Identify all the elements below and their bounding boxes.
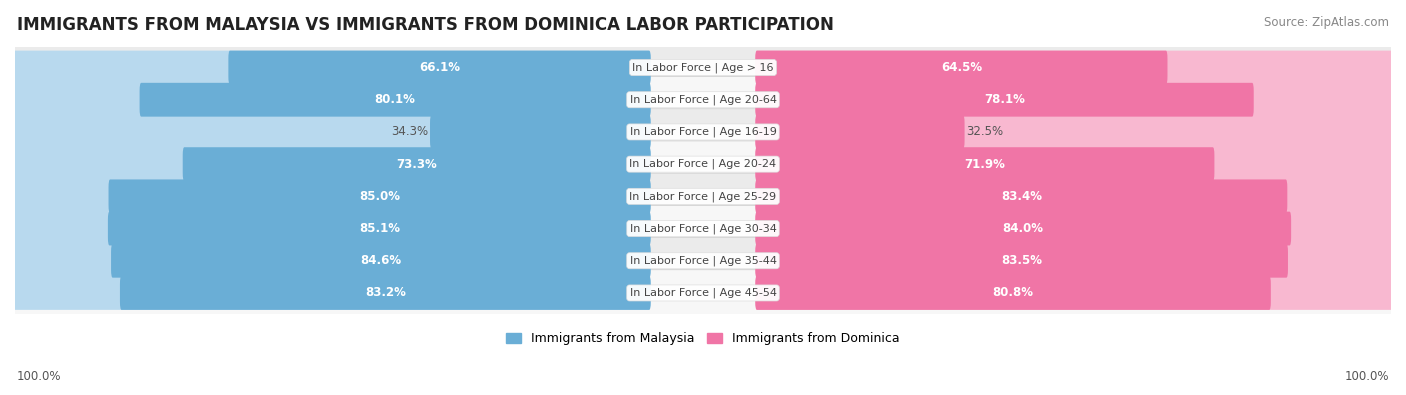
Text: 83.2%: 83.2%: [366, 286, 406, 299]
FancyBboxPatch shape: [14, 179, 651, 213]
Text: In Labor Force | Age 20-24: In Labor Force | Age 20-24: [630, 159, 776, 169]
FancyBboxPatch shape: [183, 147, 651, 181]
Text: 84.6%: 84.6%: [360, 254, 402, 267]
Text: 84.0%: 84.0%: [1002, 222, 1043, 235]
Text: 83.4%: 83.4%: [1001, 190, 1042, 203]
Text: In Labor Force | Age 45-54: In Labor Force | Age 45-54: [630, 288, 776, 298]
FancyBboxPatch shape: [13, 205, 1393, 252]
Text: 73.3%: 73.3%: [396, 158, 437, 171]
FancyBboxPatch shape: [755, 83, 1392, 117]
FancyBboxPatch shape: [755, 212, 1291, 245]
Text: 66.1%: 66.1%: [419, 61, 460, 74]
FancyBboxPatch shape: [755, 244, 1288, 278]
Text: 34.3%: 34.3%: [391, 126, 429, 138]
FancyBboxPatch shape: [139, 83, 651, 117]
FancyBboxPatch shape: [14, 115, 651, 149]
FancyBboxPatch shape: [13, 237, 1393, 284]
Text: IMMIGRANTS FROM MALAYSIA VS IMMIGRANTS FROM DOMINICA LABOR PARTICIPATION: IMMIGRANTS FROM MALAYSIA VS IMMIGRANTS F…: [17, 16, 834, 34]
FancyBboxPatch shape: [755, 212, 1392, 245]
Text: In Labor Force | Age 25-29: In Labor Force | Age 25-29: [630, 191, 776, 201]
FancyBboxPatch shape: [13, 44, 1393, 91]
FancyBboxPatch shape: [13, 109, 1393, 155]
FancyBboxPatch shape: [14, 51, 651, 85]
FancyBboxPatch shape: [430, 115, 651, 149]
FancyBboxPatch shape: [755, 276, 1392, 310]
Text: In Labor Force | Age 20-64: In Labor Force | Age 20-64: [630, 94, 776, 105]
FancyBboxPatch shape: [14, 212, 651, 245]
FancyBboxPatch shape: [755, 179, 1288, 213]
FancyBboxPatch shape: [755, 147, 1215, 181]
Text: In Labor Force | Age 30-34: In Labor Force | Age 30-34: [630, 223, 776, 234]
FancyBboxPatch shape: [108, 212, 651, 245]
Text: 100.0%: 100.0%: [17, 370, 62, 383]
FancyBboxPatch shape: [14, 276, 651, 310]
FancyBboxPatch shape: [755, 51, 1392, 85]
Text: 83.5%: 83.5%: [1001, 254, 1042, 267]
Text: In Labor Force | Age > 16: In Labor Force | Age > 16: [633, 62, 773, 73]
Text: 78.1%: 78.1%: [984, 93, 1025, 106]
FancyBboxPatch shape: [755, 244, 1392, 278]
FancyBboxPatch shape: [13, 141, 1393, 187]
FancyBboxPatch shape: [13, 173, 1393, 220]
Text: 85.1%: 85.1%: [359, 222, 399, 235]
Text: 64.5%: 64.5%: [941, 61, 981, 74]
FancyBboxPatch shape: [755, 179, 1392, 213]
FancyBboxPatch shape: [14, 83, 651, 117]
Text: 100.0%: 100.0%: [1344, 370, 1389, 383]
Text: Source: ZipAtlas.com: Source: ZipAtlas.com: [1264, 16, 1389, 29]
FancyBboxPatch shape: [755, 115, 965, 149]
FancyBboxPatch shape: [108, 179, 651, 213]
Text: 80.8%: 80.8%: [993, 286, 1033, 299]
Text: In Labor Force | Age 16-19: In Labor Force | Age 16-19: [630, 127, 776, 137]
FancyBboxPatch shape: [13, 77, 1393, 123]
FancyBboxPatch shape: [755, 83, 1254, 117]
FancyBboxPatch shape: [111, 244, 651, 278]
Text: 71.9%: 71.9%: [965, 158, 1005, 171]
Legend: Immigrants from Malaysia, Immigrants from Dominica: Immigrants from Malaysia, Immigrants fro…: [501, 327, 905, 350]
FancyBboxPatch shape: [120, 276, 651, 310]
Text: 80.1%: 80.1%: [375, 93, 416, 106]
FancyBboxPatch shape: [755, 51, 1167, 85]
FancyBboxPatch shape: [755, 147, 1392, 181]
Text: 32.5%: 32.5%: [966, 126, 1004, 138]
FancyBboxPatch shape: [755, 115, 1392, 149]
Text: 85.0%: 85.0%: [359, 190, 401, 203]
FancyBboxPatch shape: [13, 270, 1393, 316]
Text: In Labor Force | Age 35-44: In Labor Force | Age 35-44: [630, 256, 776, 266]
FancyBboxPatch shape: [14, 147, 651, 181]
FancyBboxPatch shape: [14, 244, 651, 278]
FancyBboxPatch shape: [228, 51, 651, 85]
FancyBboxPatch shape: [755, 276, 1271, 310]
